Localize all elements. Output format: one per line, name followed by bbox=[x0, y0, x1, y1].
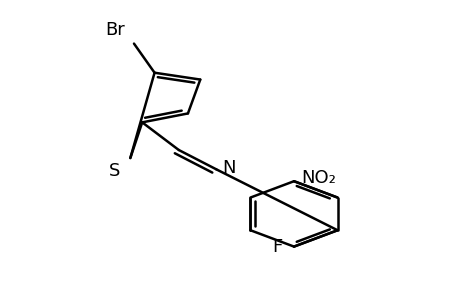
Text: Br: Br bbox=[105, 21, 124, 39]
Text: F: F bbox=[272, 238, 282, 256]
Text: S: S bbox=[109, 162, 120, 180]
Text: NO₂: NO₂ bbox=[300, 169, 335, 187]
Text: N: N bbox=[221, 159, 235, 177]
